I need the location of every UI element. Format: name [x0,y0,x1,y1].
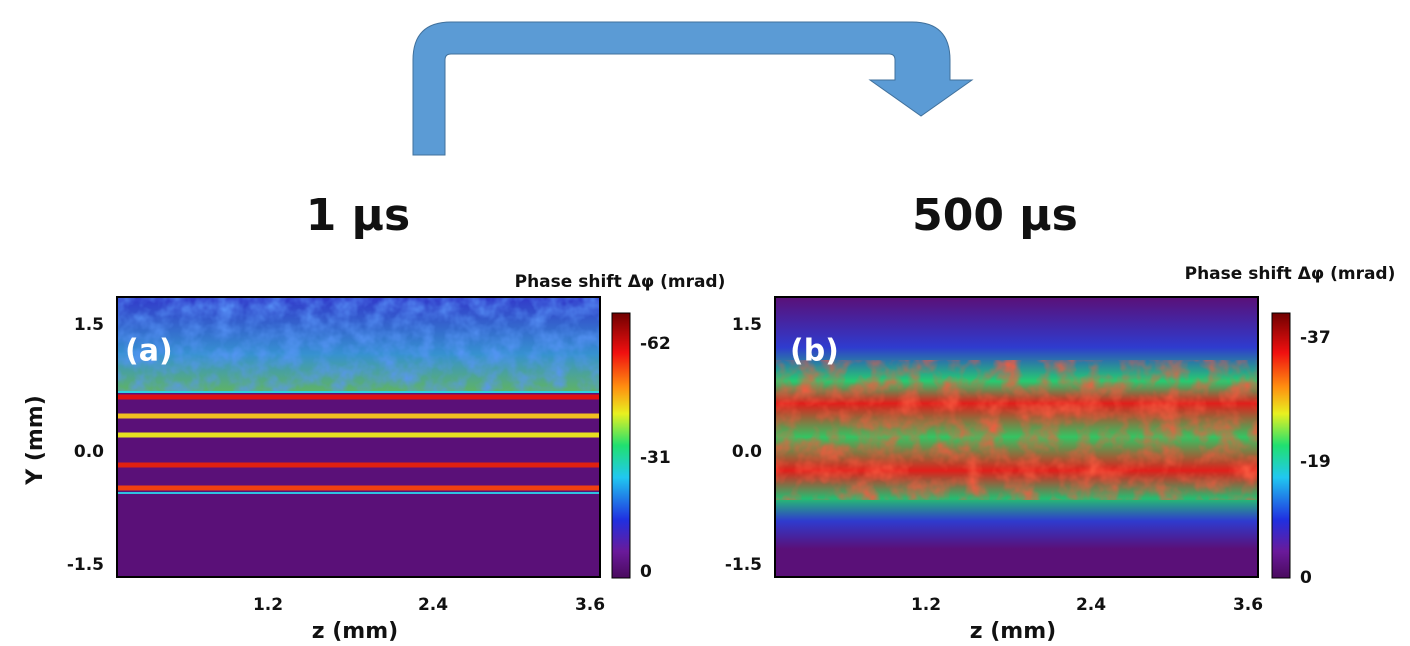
colorbar-tick-label: -19 [1300,452,1331,472]
x-axis-label: z (mm) [970,619,1056,644]
panel-a [116,296,631,579]
y-tick-label: -1.5 [67,555,104,575]
colorbar-tick-label: -31 [640,448,671,468]
heatmap-noise [117,297,600,392]
x-tick-label: 2.4 [418,595,448,615]
x-tick-label: 3.6 [1233,595,1263,615]
colorbar-title: Phase shift Δφ (mrad) [1185,264,1396,284]
y-axis-label: Y (mm) [23,395,48,486]
colorbar-tick-label: -37 [1300,328,1331,348]
x-tick-label: 3.6 [575,595,605,615]
y-tick-label: 1.5 [74,315,104,335]
plot-frame [116,296,601,578]
plot-frame [774,296,1259,578]
colorbar-tick-label: -62 [640,334,671,354]
y-tick-label: 1.5 [732,315,762,335]
y-tick-label: 0.0 [74,442,104,462]
y-tick-label: -1.5 [725,555,762,575]
colorbar-tick-label: 0 [1300,568,1312,588]
x-tick-label: 1.2 [253,595,283,615]
panel-label: (a) [125,334,173,369]
colorbar [611,312,631,579]
x-tick-label: 2.4 [1076,595,1106,615]
y-tick-label: 0.0 [732,442,762,462]
stripes [117,391,600,494]
time-label: 500 µs [912,190,1078,241]
x-tick-label: 1.2 [911,595,941,615]
panel-label: (b) [790,334,839,369]
x-axis-label: z (mm) [312,619,398,644]
time-label: 1 µs [306,190,411,241]
arrow [412,21,974,156]
colorbar-tick-label: 0 [640,562,652,582]
heatmap-noise [775,360,1258,500]
panel-b [774,296,1291,579]
colorbar [1271,312,1291,579]
colorbar-title: Phase shift Δφ (mrad) [515,272,726,292]
